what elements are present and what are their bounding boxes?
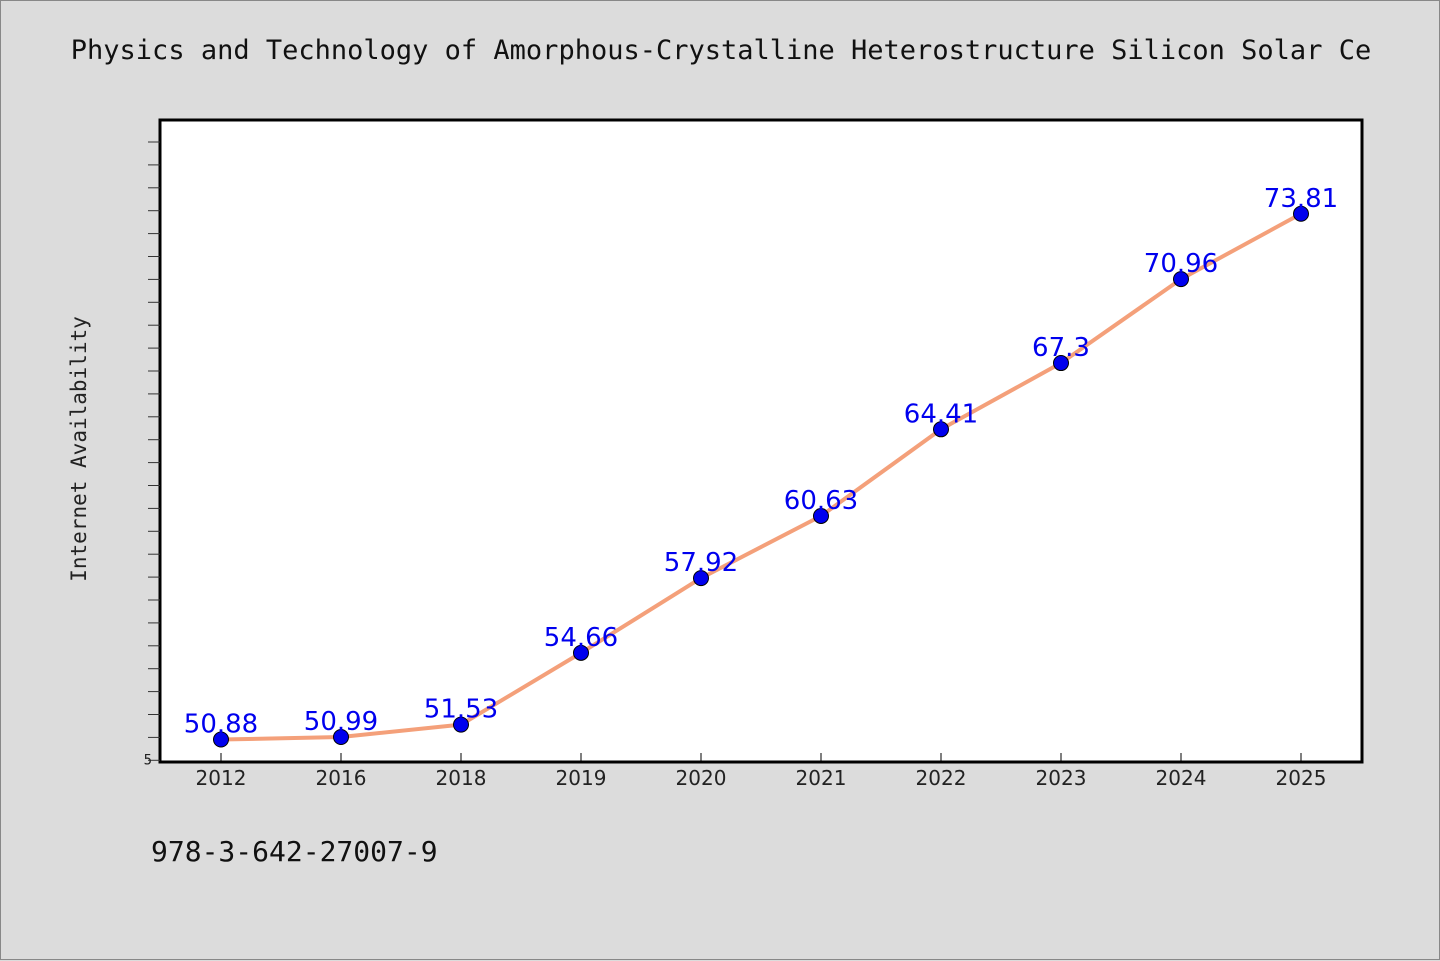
x-tick-label: 2023 <box>1036 766 1087 790</box>
data-label: 67.3 <box>1032 333 1090 363</box>
isbn-text: 978-3-642-27007-9 <box>151 835 438 868</box>
data-point <box>813 507 829 524</box>
y-axis-label: Internet Availability <box>67 316 91 582</box>
x-tick-label: 2012 <box>196 766 247 790</box>
data-label: 60.63 <box>784 486 858 516</box>
data-point <box>1053 355 1069 372</box>
data-point <box>933 421 949 438</box>
data-label: 51.53 <box>424 695 498 725</box>
data-label: 50.99 <box>304 707 378 737</box>
x-tick-label: 2025 <box>1276 766 1327 790</box>
plot-frame <box>158 118 1364 764</box>
data-point <box>573 644 589 661</box>
x-tick-label: 2018 <box>436 766 487 790</box>
data-point <box>453 716 469 733</box>
data-point <box>1293 205 1309 222</box>
data-point <box>333 729 349 746</box>
x-tick-label: 2021 <box>796 766 847 790</box>
data-label: 64.41 <box>904 399 978 429</box>
chart-title: Physics and Technology of Amorphous-Crys… <box>70 35 1372 66</box>
data-point <box>1173 271 1189 288</box>
x-tick-label: 2019 <box>556 766 607 790</box>
data-point <box>213 731 229 748</box>
series-line <box>219 211 1303 742</box>
x-tick-label: 2016 <box>316 766 367 790</box>
data-point <box>693 570 709 587</box>
data-label: 54.66 <box>544 623 618 653</box>
data-label: 73.81 <box>1264 184 1338 214</box>
x-tick-label: 2024 <box>1156 766 1207 790</box>
data-label: 50.88 <box>184 710 258 740</box>
x-tick-label: 2022 <box>916 766 967 790</box>
y-tick-label: 5 <box>144 753 152 769</box>
data-label: 70.96 <box>1144 249 1218 279</box>
data-label: 57.92 <box>664 548 738 578</box>
x-tick-label: 2020 <box>676 766 727 790</box>
